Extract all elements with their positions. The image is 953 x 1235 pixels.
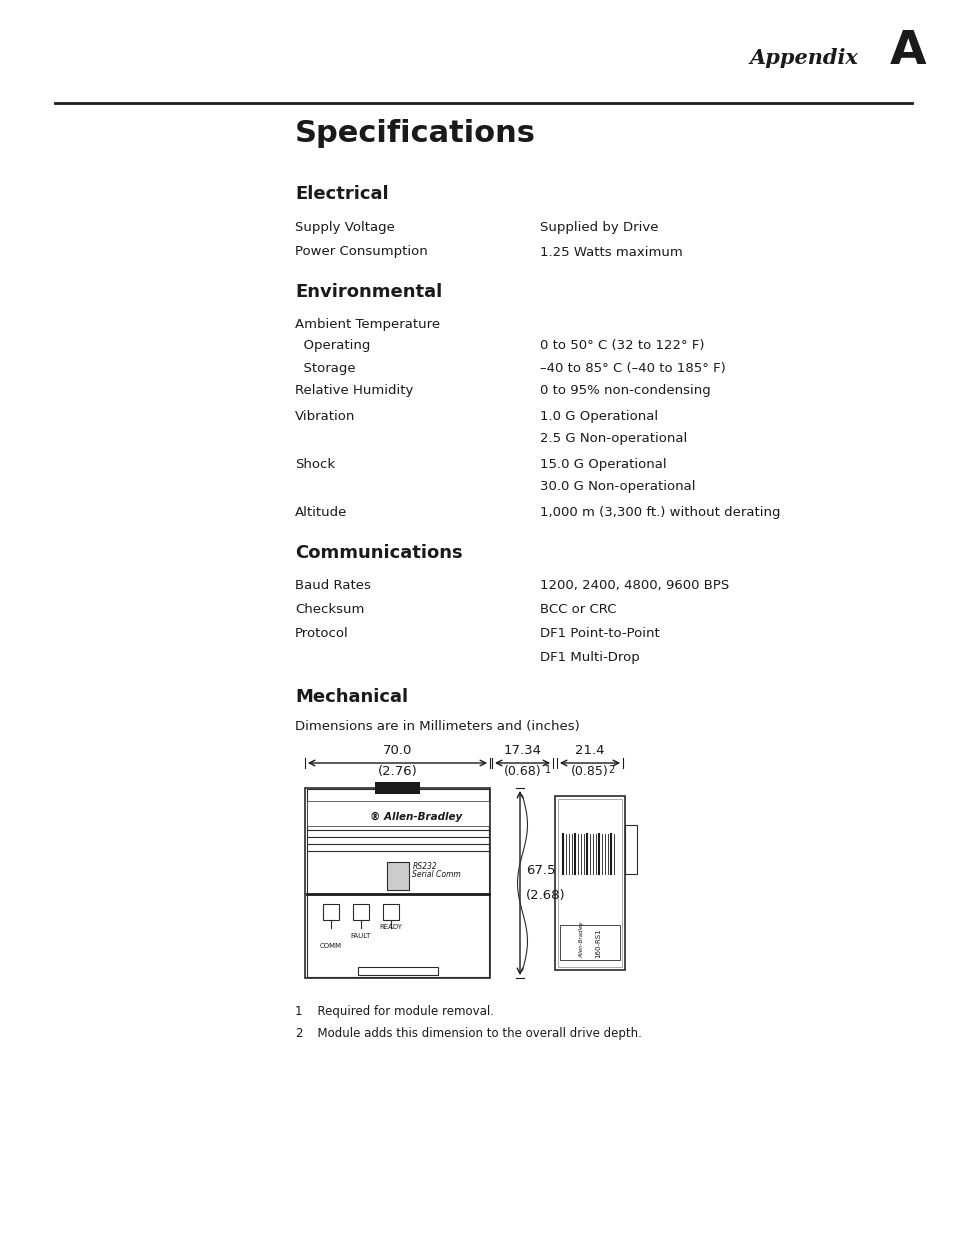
Text: Shock: Shock [294, 458, 335, 471]
Bar [306, 789, 488, 977]
Text: ® Allen-Bradley: ® Allen-Bradley [370, 813, 461, 823]
Text: Ambient Temperature: Ambient Temperature [294, 317, 439, 331]
Text: 15.0 G Operational: 15.0 G Operational [539, 458, 666, 471]
Text: Serial Comm: Serial Comm [412, 869, 460, 878]
Text: (0.85): (0.85) [571, 764, 608, 778]
Text: Power Consumption: Power Consumption [294, 246, 427, 258]
Text: 1: 1 [294, 1005, 302, 1018]
Text: Communications: Communications [294, 543, 462, 562]
Text: 2: 2 [607, 764, 614, 776]
Text: (2.76): (2.76) [377, 764, 416, 778]
Bar [382, 904, 398, 920]
Text: (2.68): (2.68) [525, 889, 565, 902]
Text: READY: READY [379, 924, 402, 930]
Text: Appendix: Appendix [748, 48, 857, 68]
Text: Vibration: Vibration [294, 410, 355, 424]
Text: 0 to 95% non-condensing: 0 to 95% non-condensing [539, 384, 710, 398]
Text: COMM: COMM [319, 944, 342, 950]
Bar [353, 904, 369, 920]
Bar [624, 825, 637, 874]
Bar [357, 967, 437, 974]
Text: Supply Voltage: Supply Voltage [294, 221, 395, 233]
Text: 2.5 G Non-operational: 2.5 G Non-operational [539, 432, 686, 446]
Text: 1.25 Watts maximum: 1.25 Watts maximum [539, 246, 682, 258]
Text: DF1 Multi-Drop: DF1 Multi-Drop [539, 651, 639, 664]
Text: 21.4: 21.4 [575, 743, 604, 757]
Text: Storage: Storage [294, 362, 355, 375]
Text: Required for module removal.: Required for module removal. [310, 1005, 494, 1018]
Text: RS232: RS232 [412, 862, 436, 871]
Text: 160-RS1: 160-RS1 [595, 929, 600, 958]
Bar [375, 782, 419, 794]
Text: Baud Rates: Baud Rates [294, 579, 371, 592]
Text: 1.0 G Operational: 1.0 G Operational [539, 410, 658, 424]
Bar [323, 904, 338, 920]
Text: 0 to 50° C (32 to 122° F): 0 to 50° C (32 to 122° F) [539, 340, 703, 352]
Bar [386, 862, 408, 890]
Text: Operating: Operating [294, 340, 370, 352]
Text: Module adds this dimension to the overall drive depth.: Module adds this dimension to the overal… [310, 1028, 641, 1040]
Text: –40 to 85° C (–40 to 185° F): –40 to 85° C (–40 to 185° F) [539, 362, 725, 375]
Text: Altitude: Altitude [294, 506, 347, 519]
Text: Relative Humidity: Relative Humidity [294, 384, 413, 398]
Text: 1,000 m (3,300 ft.) without derating: 1,000 m (3,300 ft.) without derating [539, 506, 780, 519]
Text: Specifications: Specifications [294, 119, 536, 148]
Text: Electrical: Electrical [294, 185, 388, 203]
Bar [305, 788, 490, 978]
Text: 1: 1 [544, 764, 550, 776]
Text: Environmental: Environmental [294, 283, 442, 301]
Text: Protocol: Protocol [294, 627, 349, 640]
Text: A: A [889, 28, 925, 74]
Text: Mechanical: Mechanical [294, 688, 408, 706]
Bar [559, 925, 619, 961]
Text: 67.5: 67.5 [525, 864, 555, 877]
Bar [555, 795, 624, 971]
Text: DF1 Point-to-Point: DF1 Point-to-Point [539, 627, 659, 640]
Text: (0.68): (0.68) [503, 764, 540, 778]
Text: 70.0: 70.0 [382, 743, 412, 757]
Text: 2: 2 [294, 1028, 302, 1040]
Text: 30.0 G Non-operational: 30.0 G Non-operational [539, 480, 695, 494]
Text: 17.34: 17.34 [503, 743, 541, 757]
Text: Allen-Bradley: Allen-Bradley [578, 921, 583, 958]
Text: 1200, 2400, 4800, 9600 BPS: 1200, 2400, 4800, 9600 BPS [539, 579, 728, 592]
Text: Checksum: Checksum [294, 603, 364, 616]
Text: BCC or CRC: BCC or CRC [539, 603, 616, 616]
Text: Dimensions are in Millimeters and (inches): Dimensions are in Millimeters and (inche… [294, 720, 579, 734]
Bar [306, 802, 488, 826]
Text: Supplied by Drive: Supplied by Drive [539, 221, 658, 233]
Text: FAULT: FAULT [351, 934, 371, 939]
Bar [558, 799, 621, 967]
